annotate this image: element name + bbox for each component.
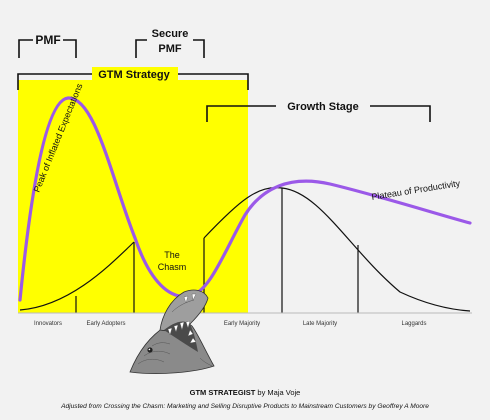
gtm-strategy-label: GTM Strategy xyxy=(98,69,170,81)
gtm-strategy-highlight xyxy=(18,80,248,313)
chasm-label-line1: The xyxy=(164,250,180,260)
pmf-label: PMF xyxy=(35,33,60,47)
adoption-curve-right xyxy=(203,187,471,312)
growth-stage-label: Growth Stage xyxy=(287,101,359,113)
secure-pmf-label-line2: PMF xyxy=(158,43,182,55)
secure-pmf-label-line1: Secure xyxy=(152,28,189,40)
brand-name: GTM STRATEGIST xyxy=(189,388,256,397)
author-name: by Maja Voje xyxy=(255,388,301,397)
crocodile-illustration xyxy=(129,289,215,375)
adoption-curve-left xyxy=(19,241,135,311)
credit-line: GTM STRATEGIST by Maja Voje xyxy=(0,388,490,397)
plateau-label: Plateau of Productivity xyxy=(371,178,462,202)
segment-early-adopters: Early Adopters xyxy=(86,321,125,327)
segment-innovators: Innovators xyxy=(34,321,62,327)
segment-early-majority: Early Majority xyxy=(224,321,260,327)
chasm-label-line2: Chasm xyxy=(158,262,187,272)
source-caption: Adjusted from Crossing the Chasm: Market… xyxy=(61,403,429,410)
segment-laggards: Laggards xyxy=(401,321,426,327)
segment-late-majority: Late Majority xyxy=(303,321,337,327)
